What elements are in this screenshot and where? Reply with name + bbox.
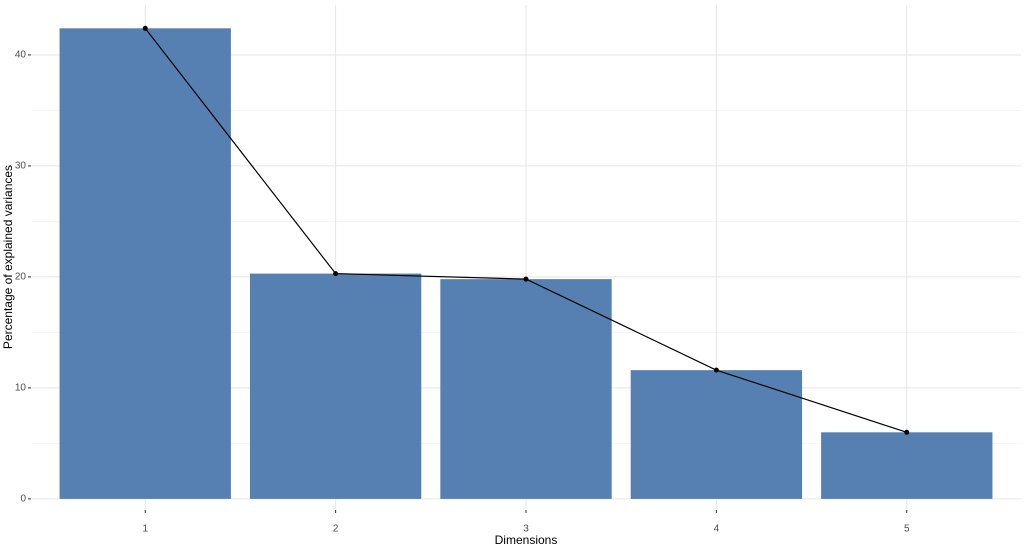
x-tick-label: 1	[142, 524, 148, 535]
bar	[249, 273, 422, 499]
x-axis-title: Dimensions	[495, 533, 558, 547]
bar	[440, 279, 612, 499]
y-tick-label: 40	[15, 50, 27, 61]
x-tick-label: 5	[904, 524, 910, 535]
y-tick-label: 30	[15, 161, 27, 172]
x-tick-label: 2	[333, 524, 339, 535]
point	[333, 271, 339, 277]
x-tick-label: 3	[523, 524, 529, 535]
bar	[821, 432, 993, 499]
bar	[630, 370, 803, 499]
y-tick-label: 10	[15, 383, 27, 394]
point	[142, 25, 148, 31]
bar	[59, 28, 231, 499]
point	[904, 429, 910, 435]
y-tick-label: 20	[15, 272, 27, 283]
point	[713, 367, 719, 373]
point	[523, 276, 529, 282]
y-tick-label: 0	[20, 494, 26, 505]
x-tick-label: 4	[714, 524, 720, 535]
y-axis-title: Percentage of explained variances	[1, 165, 15, 349]
